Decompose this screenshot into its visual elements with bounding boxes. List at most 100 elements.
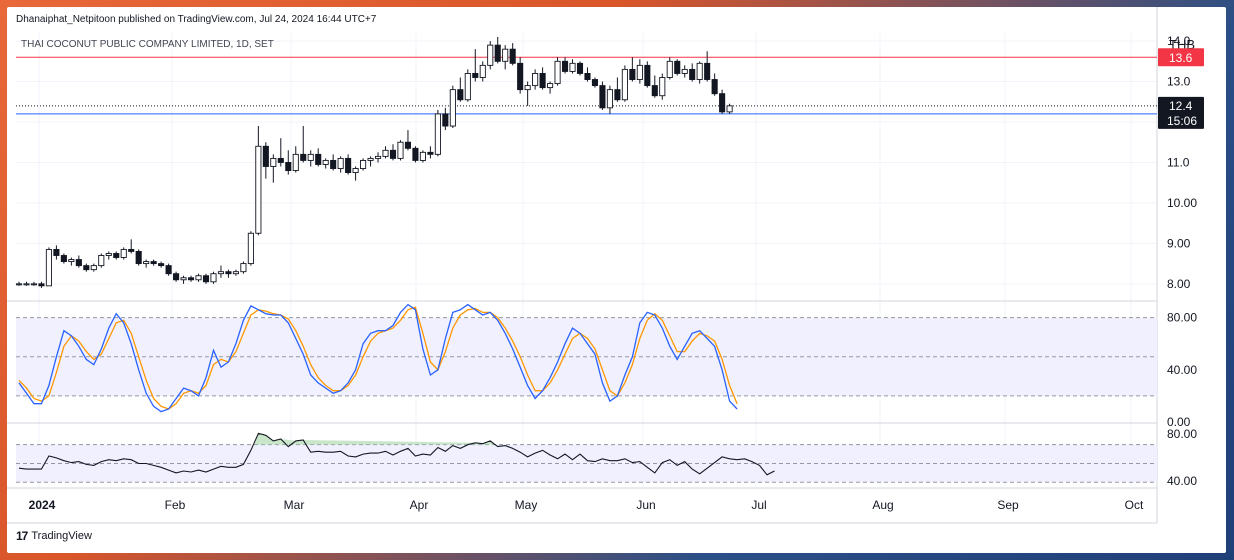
- candle-body: [674, 60, 681, 74]
- resistance-label: 13.6: [1169, 51, 1193, 65]
- candle-body: [517, 62, 524, 91]
- time-tick-label: Oct: [1125, 498, 1144, 512]
- candle-body: [270, 157, 277, 167]
- candle-body: [427, 151, 434, 155]
- candle-body: [487, 44, 494, 66]
- candle-body: [277, 157, 284, 163]
- candle-body: [614, 89, 621, 101]
- candle-body: [128, 248, 135, 252]
- candle-body: [60, 255, 67, 263]
- resistance-badge: [1158, 48, 1204, 67]
- candle-body: [352, 168, 359, 174]
- oscillator-bands: [16, 317, 1157, 483]
- price-tick-label: 13.0: [1167, 75, 1191, 89]
- candle-body: [232, 271, 239, 275]
- candle-body: [591, 79, 599, 87]
- candle-body: [636, 64, 643, 80]
- candle-body: [143, 261, 150, 265]
- candle-body: [38, 283, 45, 287]
- candle-body: [509, 48, 516, 64]
- candle-body: [554, 60, 561, 85]
- candle-body: [105, 253, 112, 256]
- candle-body: [285, 162, 292, 171]
- candle-body: [345, 157, 352, 174]
- candle-body: [479, 64, 486, 78]
- candle-body: [704, 62, 711, 80]
- time-tick-label: 2024: [29, 498, 56, 512]
- candle-body: [180, 277, 187, 281]
- time-tick-label: Apr: [410, 498, 429, 512]
- candle-body: [374, 155, 382, 159]
- price-tick-label: 14.0: [1167, 34, 1191, 48]
- currency-label: THB: [1169, 37, 1195, 52]
- time-tick-label: May: [515, 498, 538, 512]
- candle-body: [53, 248, 60, 256]
- candle-body: [165, 265, 172, 275]
- price-levels: [16, 56, 1157, 115]
- last-price-label: 12.4: [1169, 99, 1193, 113]
- candle-body: [434, 113, 441, 155]
- chart-card: THAI COCONUT PUBLIC COMPANY LIMITED, 1D,…: [7, 7, 1226, 553]
- candle-body: [337, 157, 344, 169]
- candle-body: [210, 273, 217, 283]
- chart-canvas: THAI COCONUT PUBLIC COMPANY LIMITED, 1D,…: [7, 7, 1204, 524]
- time-tick-label: Jun: [636, 498, 655, 512]
- candle-body: [621, 68, 628, 101]
- time-tick-label: Sep: [997, 498, 1019, 512]
- price-tick-label: 11.0: [1167, 155, 1190, 169]
- candle-body: [330, 159, 337, 169]
- candle-body: [659, 77, 666, 97]
- candle-body: [262, 145, 269, 167]
- tradingview-logo-icon: 17: [16, 529, 28, 543]
- candle-body: [300, 153, 307, 161]
- candle-body: [644, 64, 651, 87]
- last-price-badge: [1158, 96, 1204, 129]
- candle-body: [45, 248, 52, 287]
- candle-body: [247, 232, 254, 265]
- stochastic-series: [18, 303, 738, 413]
- candle-body: [666, 60, 673, 78]
- candle-body: [719, 93, 726, 113]
- candle-body: [584, 73, 591, 80]
- candle-body: [464, 73, 471, 101]
- tradingview-logo[interactable]: 17 TradingView: [16, 529, 92, 543]
- candle-body: [255, 145, 262, 234]
- candle-body: [307, 153, 314, 161]
- candle-body: [502, 48, 509, 62]
- candle-body: [68, 259, 75, 263]
- rsi-line: [18, 432, 775, 476]
- candle-body: [315, 153, 322, 165]
- stochastic-tick-label: 80.00: [1167, 311, 1197, 325]
- candle-body: [576, 62, 584, 74]
- candle-body: [412, 147, 419, 161]
- candle-body: [225, 271, 232, 275]
- candle-body: [150, 261, 157, 265]
- candle-body: [30, 283, 38, 286]
- candle-body: [457, 89, 464, 101]
- publisher-line: Dhanaiphat_Netpitoon published on Tradin…: [16, 14, 377, 25]
- candle-body: [532, 73, 539, 87]
- time-tick-label: Feb: [165, 498, 186, 512]
- candle-body: [599, 85, 606, 109]
- candle-body: [494, 44, 501, 62]
- candle-body: [726, 105, 733, 113]
- candle-body: [23, 283, 30, 286]
- candle-body: [98, 255, 105, 267]
- candle-body: [187, 277, 195, 281]
- candle-body: [217, 271, 225, 275]
- candle-body: [389, 149, 397, 159]
- rsi-overbought-fill: [254, 433, 494, 445]
- candle-body: [135, 251, 142, 265]
- candle-body: [651, 85, 658, 97]
- price-tick-label: 8.00: [1167, 277, 1191, 291]
- price-tick-label: 9.00: [1167, 236, 1191, 250]
- candle-body: [606, 89, 613, 109]
- rsi-tick-label: 40.00: [1167, 474, 1197, 488]
- candle-body: [240, 263, 247, 273]
- candle-body: [120, 248, 127, 258]
- candle-body: [419, 151, 426, 161]
- candle-body: [524, 85, 531, 91]
- candle-body: [442, 113, 449, 127]
- candle-body: [569, 62, 576, 72]
- candle-body: [367, 157, 374, 161]
